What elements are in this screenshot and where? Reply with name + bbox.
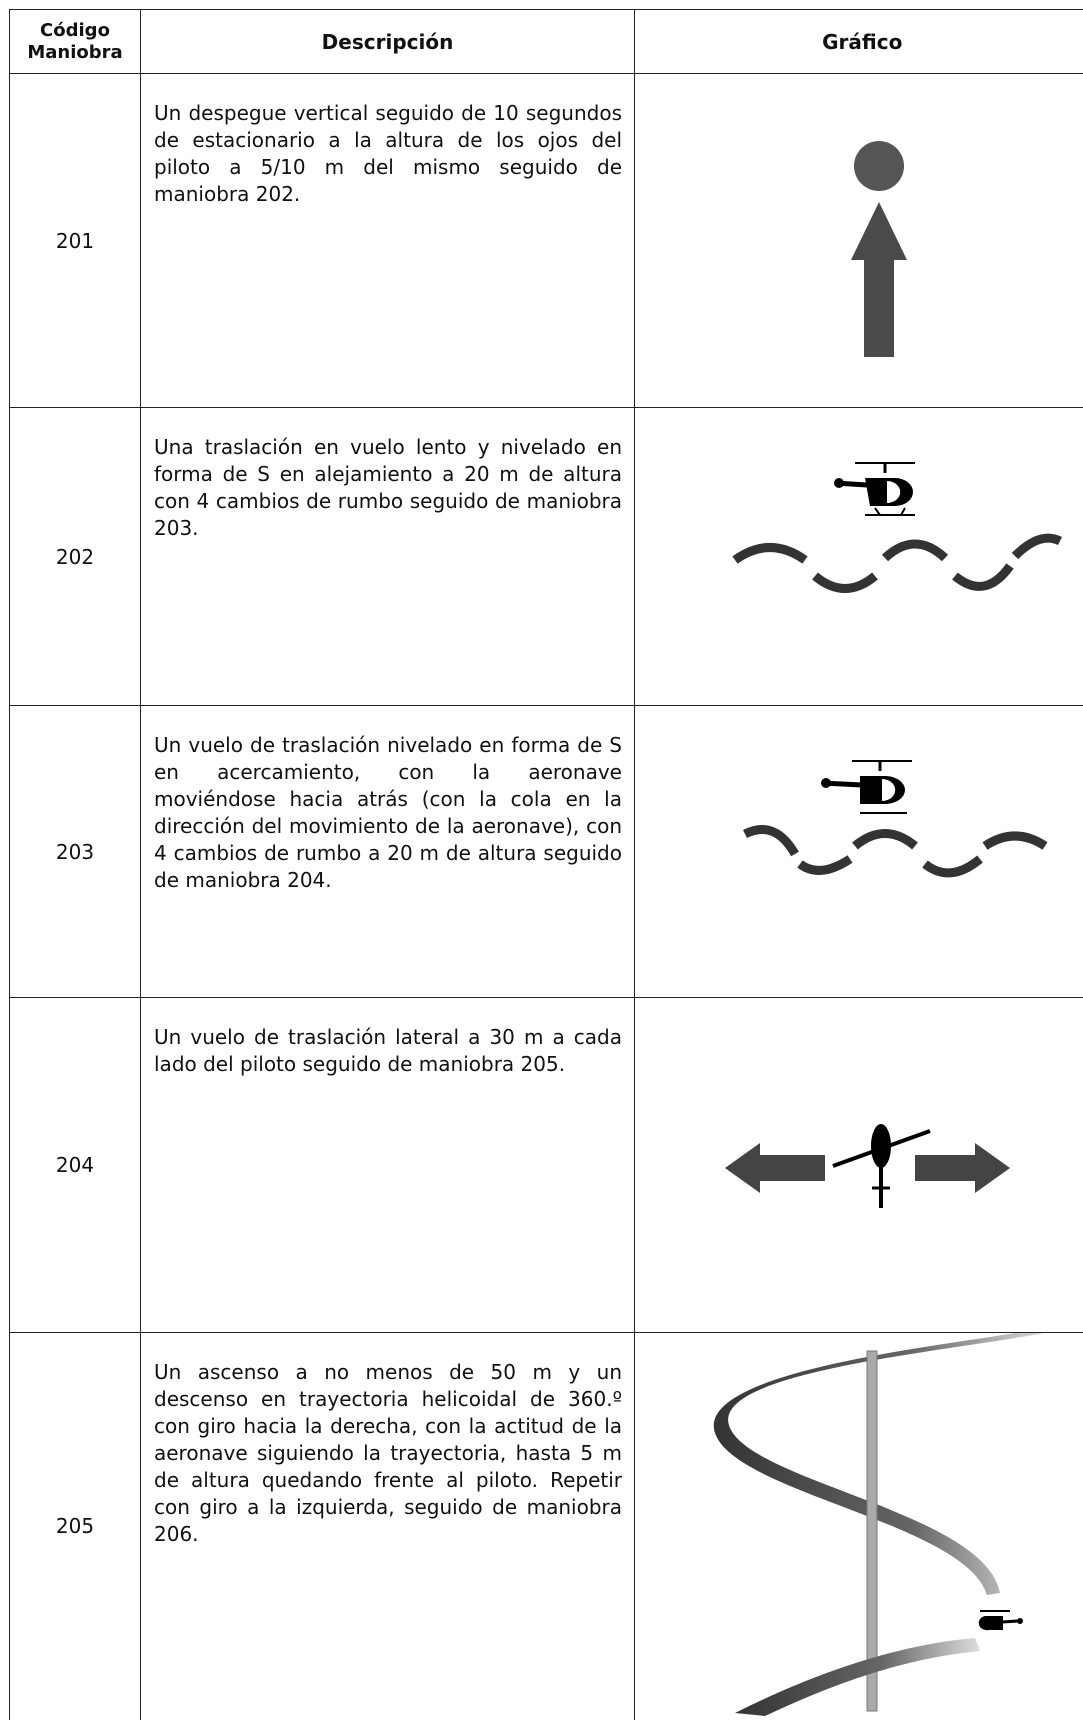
code-cell: 205	[9, 1332, 141, 1720]
description-cell: Un vuelo de traslación nivelado en forma…	[140, 705, 635, 998]
graphic-cell	[634, 407, 1083, 706]
code-cell: 204	[9, 997, 141, 1333]
description-cell: Un despegue vertical seguido de 10 segun…	[140, 73, 635, 408]
helix-graphic	[713, 1333, 1045, 1716]
s-turn-backward-graphic	[742, 760, 1048, 878]
code-cell: 202	[9, 407, 141, 706]
description-cell: Una traslación en vuelo lento y nivelado…	[140, 407, 635, 706]
code-cell: 203	[9, 705, 141, 998]
row: 202 Una traslación en vuelo lento y nive…	[9, 407, 1083, 706]
graphic-cell	[634, 73, 1083, 408]
description-cell: Un ascenso a no menos de 50 m y un desce…	[140, 1332, 635, 1720]
description-cell: Un vuelo de traslación lateral a 30 m a …	[140, 997, 635, 1333]
graphic-cell	[634, 997, 1083, 1333]
row: 205 Un ascenso a no menos de 50 m y un d…	[9, 1332, 1083, 1720]
header-cell: Descripción	[140, 9, 635, 74]
graphic-cell	[634, 705, 1083, 998]
maneuver-table: Código Maniobra Descripción Gráfico 201 …	[9, 9, 1083, 1720]
row: 201 Un despegue vertical seguido de 10 s…	[9, 73, 1083, 408]
row: 204 Un vuelo de traslación lateral a 30 …	[9, 997, 1083, 1333]
row: 203 Un vuelo de traslación nivelado en f…	[9, 705, 1083, 998]
vertical-takeoff-graphic	[851, 141, 907, 357]
graphic-cell	[634, 1332, 1083, 1720]
header-row: Código Maniobra Descripción Gráfico	[9, 9, 1083, 74]
header-cell: Gráfico	[634, 9, 1083, 74]
lateral-flight-graphic	[725, 1124, 1010, 1208]
header-cell: Código Maniobra	[9, 9, 141, 74]
code-cell: 201	[9, 73, 141, 408]
s-turn-graphic	[732, 462, 1063, 593]
